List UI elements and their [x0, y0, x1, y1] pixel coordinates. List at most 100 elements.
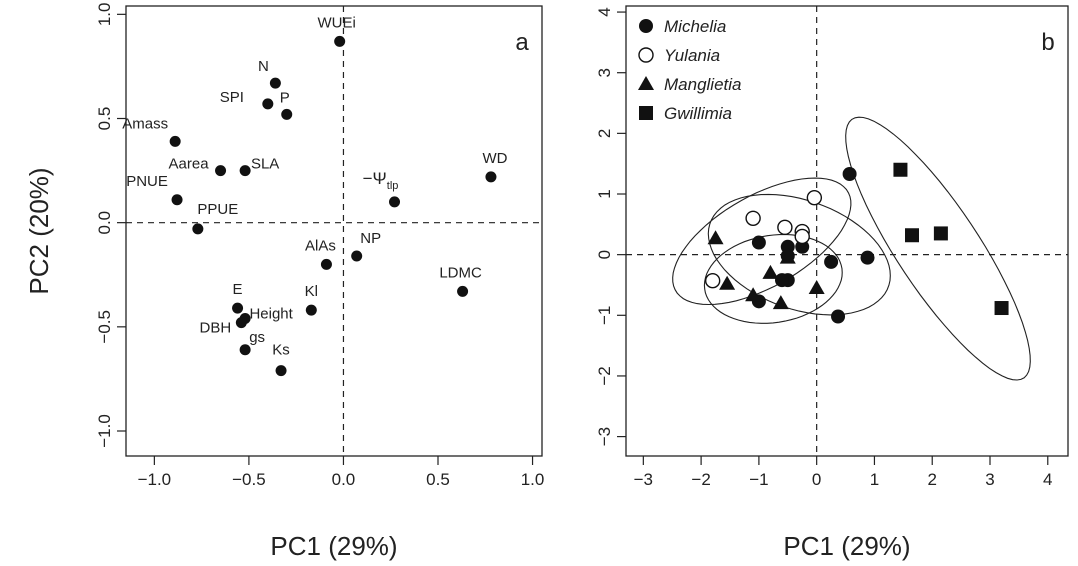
- x-tick-label: −1.0: [138, 470, 172, 489]
- score-point-manglietia: [772, 295, 789, 310]
- loading-point: [305, 304, 317, 316]
- loading-label: AlAs: [305, 237, 336, 254]
- legend-marker: [639, 106, 653, 120]
- panel-letter: b: [1041, 29, 1054, 56]
- loading-point: [334, 35, 346, 47]
- loading-point: [235, 317, 247, 329]
- loading-label: Ks: [272, 342, 290, 359]
- loading-point: [269, 77, 281, 89]
- y-tick-label: 4: [595, 7, 614, 16]
- loading-label: PNUE: [126, 173, 168, 190]
- y-tick-label: −3: [595, 427, 614, 446]
- y-tick-label: −1.0: [95, 414, 114, 448]
- loading-point: [171, 194, 183, 206]
- legend: Michelia Yulania Manglietia Gwillimia: [638, 17, 742, 123]
- loading-label: PPUE: [197, 201, 238, 218]
- score-point-yulania: [704, 273, 721, 289]
- loading-label: Aarea: [169, 156, 210, 173]
- score-point-yulania: [777, 219, 793, 236]
- loading-point: [239, 344, 251, 356]
- loading-label: Amass: [122, 115, 168, 132]
- loading-label: WD: [482, 150, 507, 167]
- loading-label: −Ψtlp: [363, 169, 399, 192]
- score-point-yulania: [745, 210, 761, 226]
- group-ellipse: [703, 233, 843, 324]
- score-point-michelia: [860, 250, 875, 265]
- x-axis-title: PC1 (29%): [270, 531, 397, 561]
- loading-label: SLA: [251, 156, 279, 173]
- x-tick-label: −1: [749, 470, 768, 489]
- score-point-michelia: [824, 254, 839, 269]
- loading-point: [457, 285, 469, 297]
- y-tick-label: −2: [595, 366, 614, 385]
- score-point-yulania: [806, 189, 823, 206]
- loading-label: Kl: [305, 283, 318, 300]
- x-tick-label: −2: [691, 470, 710, 489]
- loading-point: [389, 196, 401, 208]
- score-point-michelia: [831, 309, 846, 324]
- x-tick-label: −0.5: [232, 470, 266, 489]
- y-tick-label: 3: [595, 68, 614, 77]
- y-tick-label: −0.5: [95, 310, 114, 344]
- legend-label: Manglietia: [664, 75, 742, 94]
- loading-point: [275, 365, 287, 377]
- panel-a-loadings-plot: −1.0 −0.5 0.0 0.5 1.0 −1.0 −0.5 0.0 0.5 1.0 PC1 (2…: [24, 3, 544, 561]
- x-tick-label: 0.5: [426, 470, 450, 489]
- y-tick-label: 0.0: [95, 211, 114, 235]
- score-point-gwillimia: [905, 228, 919, 243]
- loading-label-main: −Ψ: [363, 169, 387, 188]
- loading-label: SPI: [220, 89, 244, 106]
- legend-label: Gwillimia: [664, 104, 732, 123]
- score-point-manglietia: [779, 249, 796, 264]
- score-point-manglietia: [762, 264, 779, 279]
- loading-label: E: [233, 281, 243, 298]
- loading-point: [169, 135, 181, 147]
- group-ellipse: [707, 193, 891, 316]
- plot-frame: [125, 5, 543, 457]
- x-tick-label: 3: [985, 470, 994, 489]
- score-point-gwillimia: [994, 301, 1009, 316]
- score-point-manglietia: [707, 230, 724, 245]
- loading-label: P: [280, 89, 290, 106]
- legend-label: Michelia: [664, 17, 726, 36]
- loading-label: Height: [249, 306, 293, 323]
- y-axis-title: PC2 (20%): [24, 167, 54, 294]
- score-point-gwillimia: [893, 162, 908, 177]
- panel-b-scores-plot: −3 −2 −1 0 1 2 3 4 −3 −2 −1 0 1 2 3 4 PC1 (29%) b Michelia…: [595, 5, 1069, 561]
- loading-point: [485, 171, 497, 183]
- x-axis-title: PC1 (29%): [783, 531, 910, 561]
- x-tick-label: 2: [927, 470, 936, 489]
- loading-point: [232, 302, 244, 314]
- x-tick-label: 1.0: [521, 470, 545, 489]
- loading-point: [281, 108, 293, 120]
- plot-frame: [625, 5, 1069, 457]
- x-tick-label: 4: [1043, 470, 1052, 489]
- loading-point: [320, 258, 332, 270]
- legend-marker: [638, 76, 654, 90]
- panel-letter: a: [515, 29, 529, 56]
- loading-point: [262, 98, 274, 110]
- score-point-michelia: [751, 235, 766, 250]
- loading-label: gs: [249, 329, 265, 346]
- loading-label: DBH: [200, 320, 232, 337]
- score-point-michelia: [842, 166, 857, 181]
- score-point-yulania: [794, 228, 810, 245]
- group-ellipse: [672, 177, 852, 306]
- loading-label: LDMC: [439, 264, 482, 281]
- score-point-manglietia: [719, 275, 736, 290]
- x-tick-label: 0: [812, 470, 821, 489]
- y-tick-label: 1: [595, 189, 614, 198]
- legend-label: Yulania: [664, 46, 720, 65]
- y-tick-label: −1: [595, 306, 614, 325]
- loading-point: [239, 165, 251, 177]
- loading-label: WUEi: [318, 14, 356, 31]
- score-point-gwillimia: [933, 226, 948, 241]
- legend-marker: [638, 47, 654, 63]
- y-tick-label: 0: [595, 250, 614, 259]
- loading-label: NP: [360, 230, 381, 247]
- loading-label: N: [258, 58, 269, 75]
- score-point-manglietia: [745, 287, 762, 302]
- loading-label-sub: tlp: [387, 180, 399, 192]
- x-tick-label: 1: [870, 470, 879, 489]
